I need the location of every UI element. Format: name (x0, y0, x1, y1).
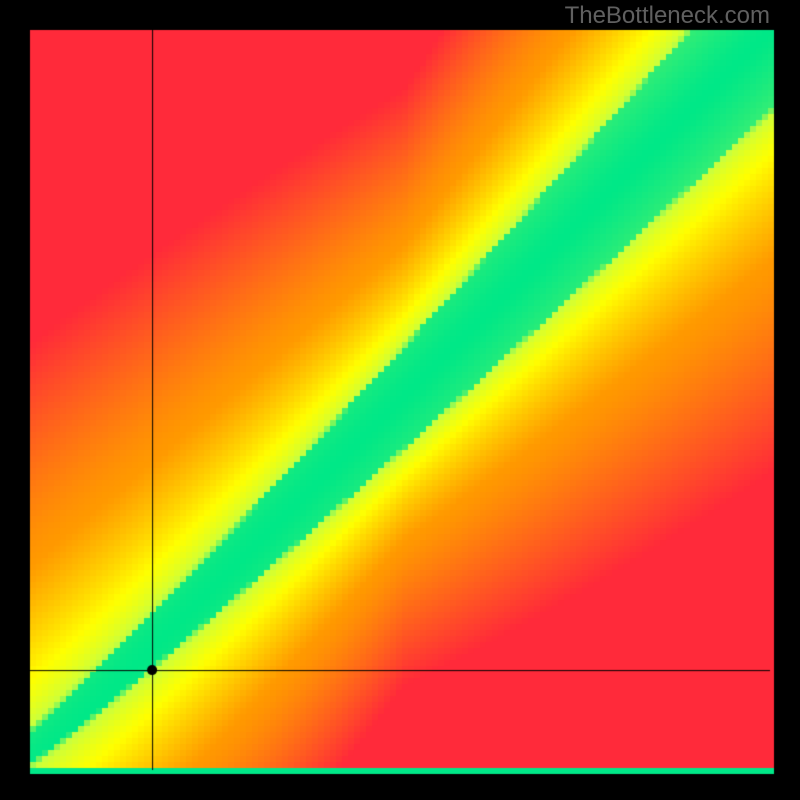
bottleneck-heatmap-canvas (0, 0, 800, 800)
watermark-text: TheBottleneck.com (565, 2, 770, 30)
chart-container: TheBottleneck.com (0, 0, 800, 800)
